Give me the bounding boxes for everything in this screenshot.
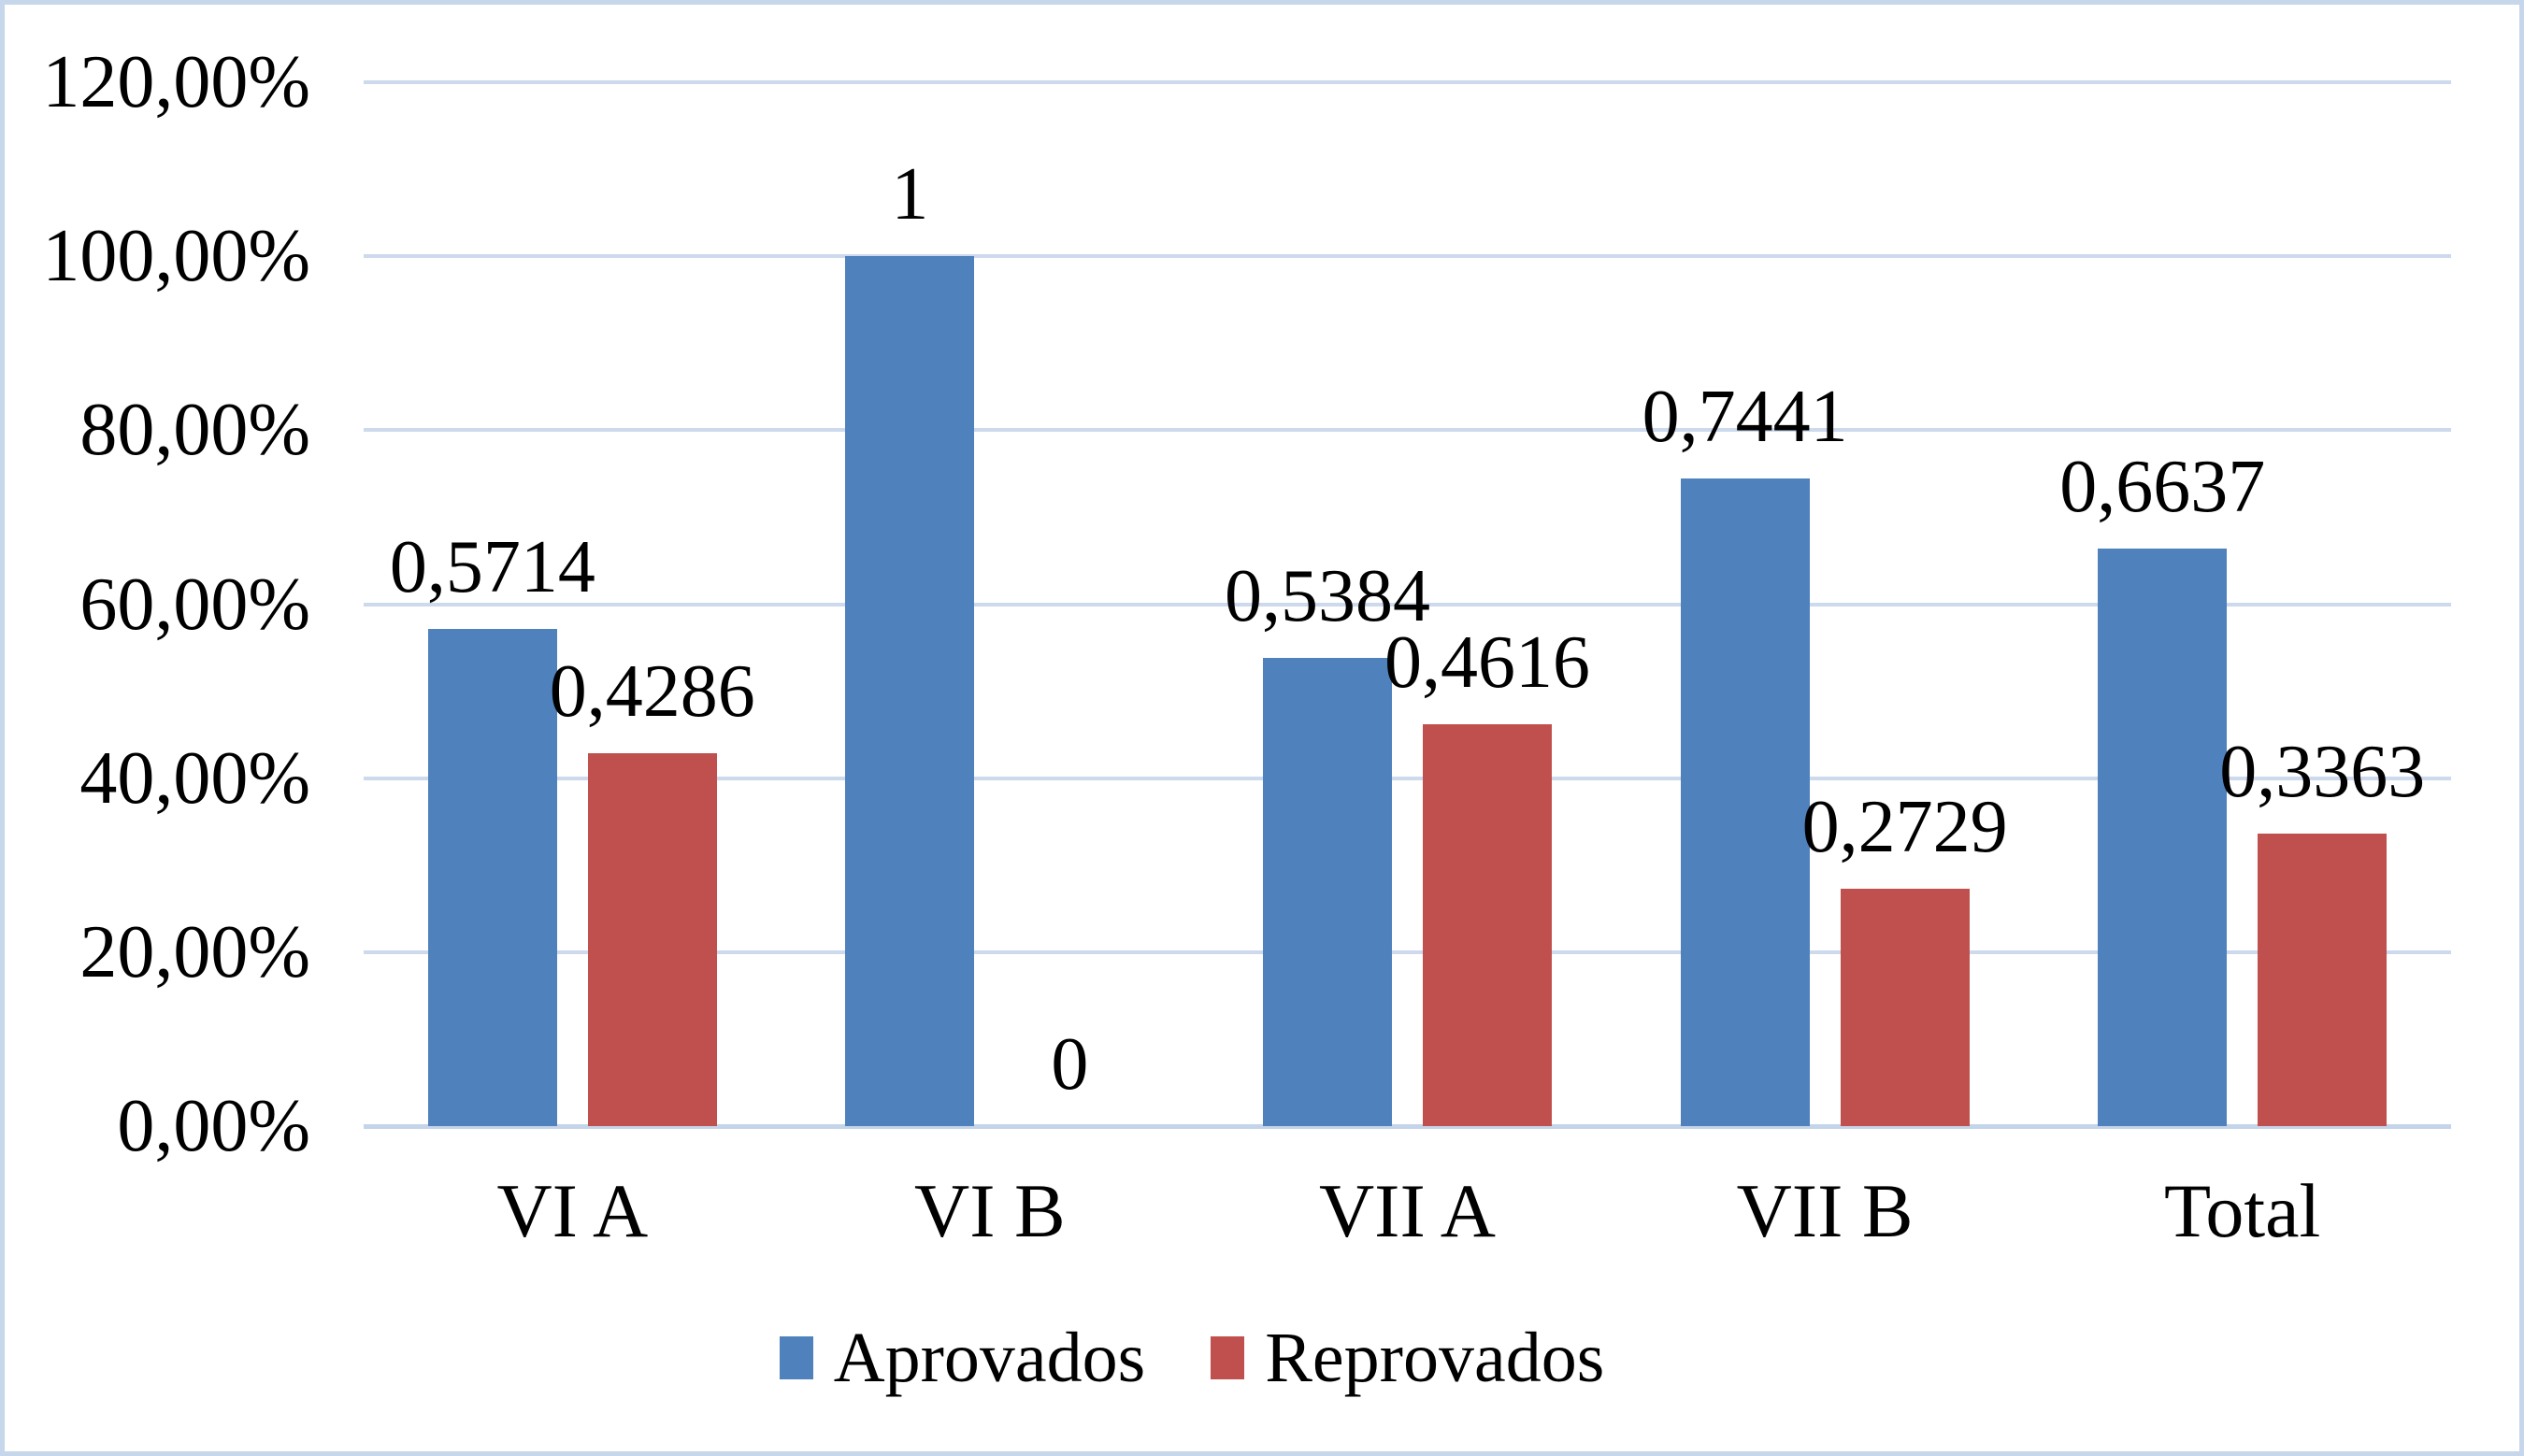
bar-aprovados-vii-a xyxy=(1263,657,1392,1126)
gridline xyxy=(364,949,2451,954)
data-label-reprovados-vii-b: 0,2729 xyxy=(1801,785,2008,868)
data-label-aprovados-vii-a: 0,5384 xyxy=(1225,554,1430,637)
y-tick-label: 0,00% xyxy=(117,1085,310,1167)
bar-reprovados-vi-a xyxy=(587,753,717,1126)
data-label-reprovados-vi-a: 0,4286 xyxy=(549,650,755,734)
legend-label-aprovados: Aprovados xyxy=(833,1319,1146,1397)
bar-reprovados-vii-a xyxy=(1423,724,1552,1126)
y-tick-label: 20,00% xyxy=(79,910,310,993)
gridline xyxy=(364,602,2451,607)
bar-aprovados-vi-b xyxy=(845,256,975,1126)
bar-aprovados-total xyxy=(2098,549,2228,1126)
bar-reprovados-vii-b xyxy=(1840,888,1970,1126)
x-axis-label-total: Total xyxy=(2164,1168,2321,1253)
gridline xyxy=(364,80,2451,84)
x-axis-label-vii-a: VII A xyxy=(1318,1168,1496,1253)
plot-area: 0,5714 0,4286 1 0 0,5384 0,4616 0,7441 0,2729 0,… xyxy=(364,80,2451,1129)
y-tick-label: 80,00% xyxy=(79,389,310,472)
bar-aprovados-vi-a xyxy=(427,629,557,1126)
x-axis-line xyxy=(364,1124,2451,1129)
data-label-aprovados-total: 0,6637 xyxy=(2059,446,2266,529)
y-tick-label: 60,00% xyxy=(79,563,310,646)
y-tick-label: 120,00% xyxy=(42,41,310,123)
data-label-aprovados-vi-b: 1 xyxy=(891,153,929,236)
legend-item-aprovados: Aprovados xyxy=(779,1319,1146,1397)
bar-reprovados-total xyxy=(2258,833,2388,1126)
legend: Aprovados Reprovados xyxy=(5,1311,2449,1405)
x-axis-label-vi-b: VI B xyxy=(914,1168,1066,1253)
gridline xyxy=(364,254,2451,259)
gridline xyxy=(364,776,2451,780)
y-tick-label: 40,00% xyxy=(79,736,310,820)
x-axis-label-vii-b: VII B xyxy=(1736,1168,1914,1253)
data-label-reprovados-vi-b: 0 xyxy=(1051,1023,1089,1106)
data-label-reprovados-total: 0,3363 xyxy=(2219,730,2426,813)
legend-label-reprovados: Reprovados xyxy=(1265,1319,1605,1397)
data-label-aprovados-vii-b: 0,7441 xyxy=(1642,376,1848,459)
gridline xyxy=(364,428,2451,433)
y-tick-label: 100,00% xyxy=(42,215,310,298)
reprovados-legend-marker-icon xyxy=(1211,1336,1245,1379)
legend-item-reprovados: Reprovados xyxy=(1211,1322,1604,1393)
aprovados-legend-marker-icon xyxy=(779,1336,813,1379)
data-label-aprovados-vi-a: 0,5714 xyxy=(389,526,595,609)
x-axis-label-vi-a: VI A xyxy=(496,1168,649,1253)
bar-aprovados-vii-b xyxy=(1680,478,1810,1126)
data-label-reprovados-vii-a: 0,4616 xyxy=(1384,621,1590,705)
